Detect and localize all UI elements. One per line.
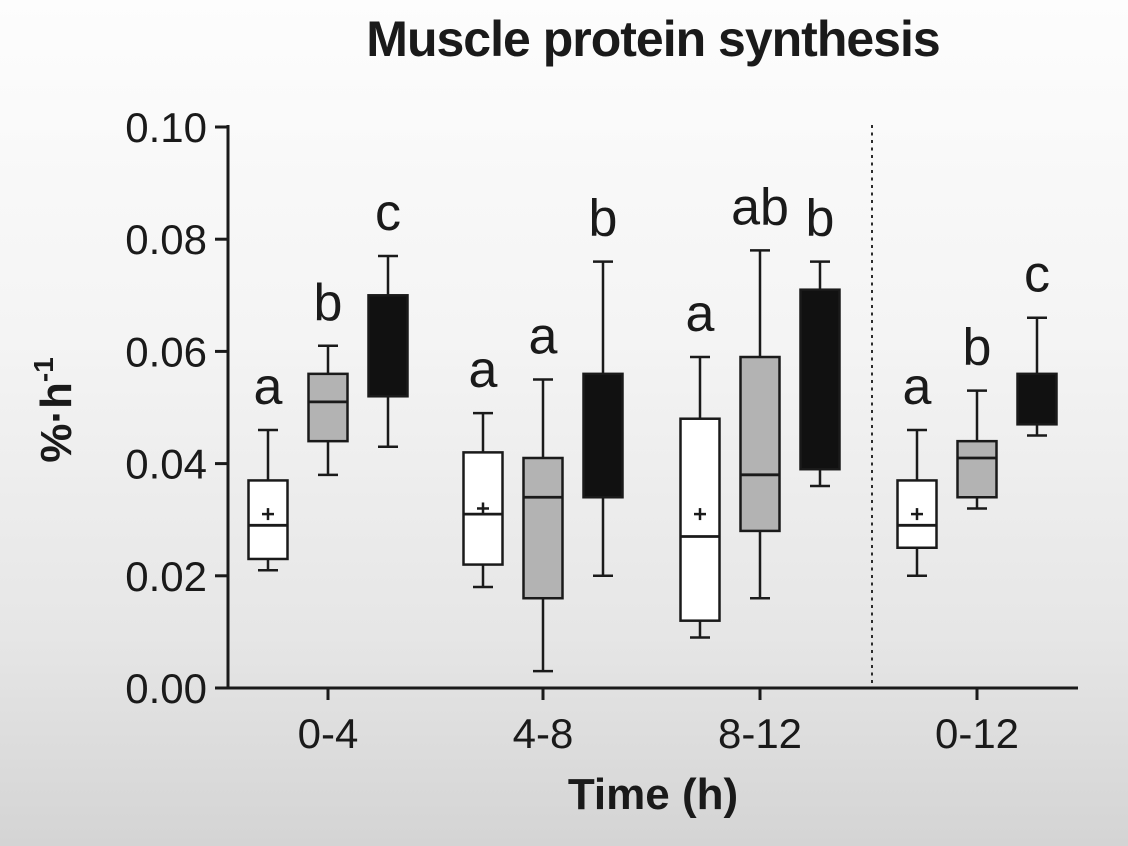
sig-letter-white-0-4: a [254, 358, 283, 416]
iqr-box-gray-0-4 [307, 372, 349, 443]
y-tick-label-0.08: 0.08 [125, 216, 207, 263]
iqr-box-black-4-8 [582, 372, 624, 499]
y-tick-label-0.06: 0.06 [125, 328, 207, 375]
sig-letter-black-8-12: b [806, 190, 835, 248]
chart-title: Muscle protein synthesis [366, 11, 940, 67]
iqr-box-gray-0-12 [956, 439, 998, 499]
y-tick-label-0.02: 0.02 [125, 553, 207, 600]
sig-letter-white-0-12: a [903, 358, 932, 416]
iqr-box-black-8-12 [799, 288, 841, 471]
sig-letter-black-0-4: c [375, 184, 401, 242]
y-tick-label-0.04: 0.04 [125, 441, 207, 488]
sig-letter-gray-8-12: ab [731, 178, 789, 236]
sig-letter-black-4-8: b [589, 190, 618, 248]
sig-letter-black-0-12: c [1024, 246, 1050, 304]
sig-letter-gray-0-12: b [963, 319, 992, 377]
sig-letter-gray-4-8: a [529, 307, 558, 365]
iqr-box-black-0-12 [1016, 372, 1058, 426]
sig-letter-white-8-12: a [686, 285, 715, 343]
sig-letter-white-4-8: a [469, 341, 498, 399]
iqr-box-gray-8-12 [739, 355, 781, 533]
sig-letter-gray-0-4: b [314, 274, 343, 332]
y-tick-label-0.10: 0.10 [125, 104, 207, 151]
x-tick-label-8-12: 8-12 [718, 710, 802, 757]
iqr-box-black-0-4 [367, 294, 409, 398]
x-axis-title: Time (h) [567, 770, 739, 819]
y-tick-label-0.00: 0.00 [125, 665, 207, 712]
x-tick-label-0-12: 0-12 [935, 710, 1019, 757]
x-tick-label-4-8: 4-8 [513, 710, 574, 757]
x-tick-label-0-4: 0-4 [298, 710, 359, 757]
iqr-box-gray-4-8 [522, 456, 564, 600]
